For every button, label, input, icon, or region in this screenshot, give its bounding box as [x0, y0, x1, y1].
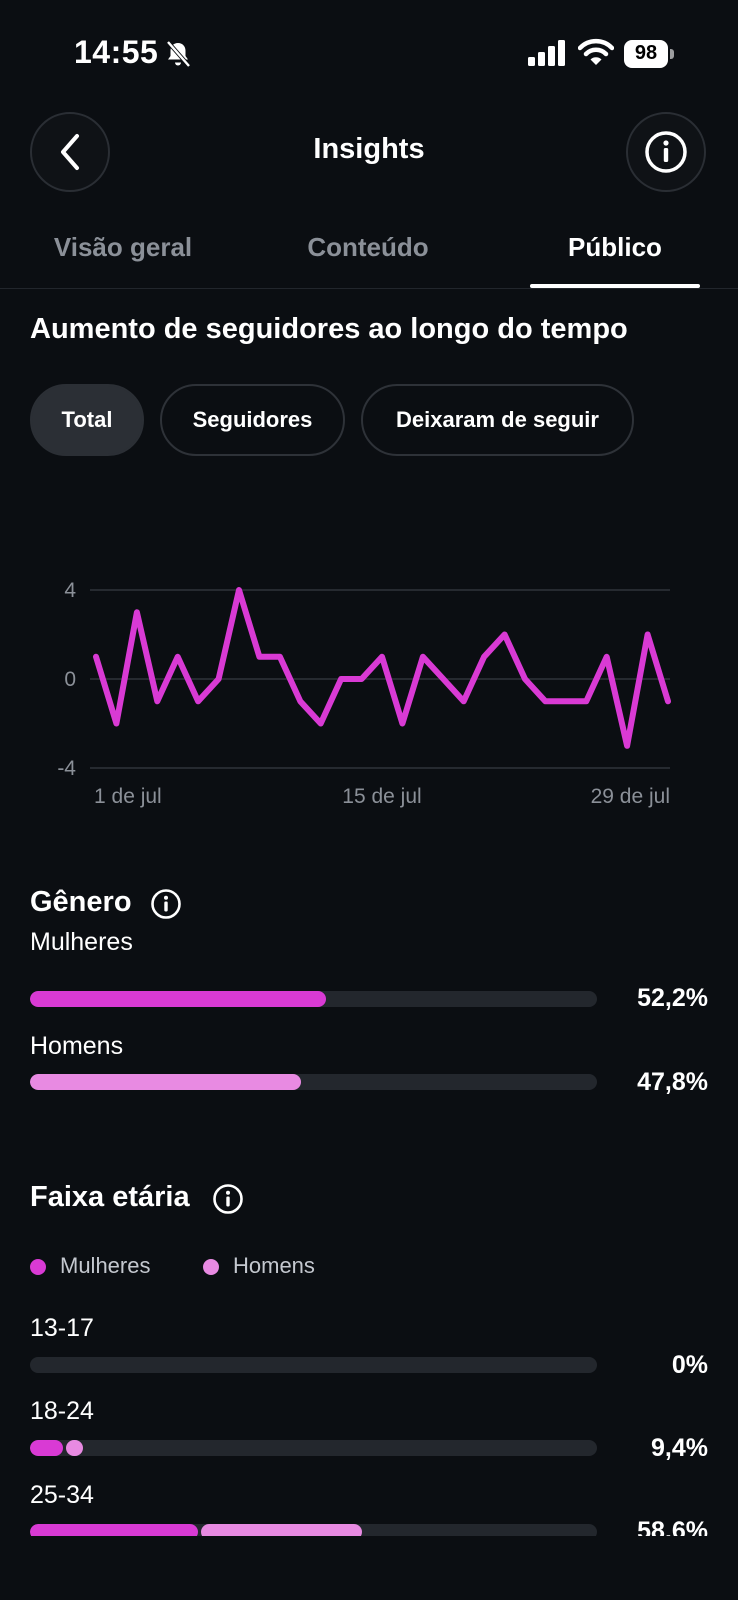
legend-label-men: Homens	[233, 1253, 315, 1278]
gender-bar-men	[30, 1074, 597, 1090]
gender-label-women: Mulheres	[30, 928, 133, 956]
followers-line-chart: 4 0 -4 1 de jul 15 de jul 29 de jul	[57, 579, 671, 808]
age-label-18-24: 18-24	[30, 1397, 94, 1425]
x-tick-label: 15 de jul	[342, 785, 421, 808]
chip-followers[interactable]: Seguidores	[160, 384, 345, 456]
back-button[interactable]	[30, 112, 110, 192]
age-section-title: Faixa etária	[30, 1181, 190, 1213]
gender-fill-men	[30, 1074, 302, 1090]
legend-label-women: Mulheres	[60, 1253, 151, 1278]
x-tick-label: 29 de jul	[591, 785, 670, 808]
legend-dot-men	[203, 1259, 219, 1275]
gender-section-title: Gênero	[30, 886, 132, 918]
cellular-signal-icon	[528, 40, 565, 66]
page-title: Insights	[313, 133, 425, 165]
wifi-icon	[578, 38, 614, 65]
series-line-total	[93, 587, 671, 749]
age-value-13-17: 0%	[671, 1351, 708, 1379]
gender-fill-women	[30, 991, 326, 1007]
chevron-left-icon	[61, 134, 79, 170]
gender-bar-women	[30, 991, 597, 1007]
age-fill-women-25-34	[30, 1524, 199, 1536]
age-fill-men-18-24	[65, 1440, 84, 1456]
age-value-25-34: 58,6%	[637, 1517, 708, 1536]
info-button[interactable]	[626, 112, 706, 192]
age-bar-18-24	[30, 1440, 597, 1456]
age-value-18-24: 9,4%	[651, 1434, 708, 1462]
y-tick-label: -4	[57, 757, 76, 780]
age-info-icon[interactable]	[212, 1183, 244, 1215]
tab-overview[interactable]: Visão geral	[53, 232, 193, 262]
chip-unfollows[interactable]: Deixaram de seguir	[361, 384, 634, 456]
info-icon	[645, 131, 687, 173]
gender-value-women: 52,2%	[637, 984, 708, 1012]
chip-total[interactable]: Total	[30, 384, 144, 456]
age-fill-women-18-24	[30, 1440, 63, 1456]
x-tick-label: 1 de jul	[94, 785, 162, 808]
age-label-13-17: 13-17	[30, 1314, 94, 1342]
status-time: 14:55	[74, 34, 159, 70]
age-label-25-34: 25-34	[30, 1481, 94, 1509]
battery-level: 98	[634, 42, 658, 64]
gender-info-icon[interactable]	[150, 888, 182, 920]
legend-dot-women	[30, 1259, 46, 1275]
age-bar-25-34	[30, 1524, 597, 1536]
y-tick-label: 0	[64, 668, 76, 691]
bell-muted-icon	[166, 40, 191, 68]
age-bar-13-17	[30, 1357, 597, 1373]
growth-section-title: Aumento de seguidores ao longo do tempo	[30, 313, 628, 345]
age-fill-men-25-34	[201, 1524, 363, 1536]
battery-indicator: 98	[624, 40, 674, 68]
tab-active-indicator	[530, 284, 700, 288]
tab-divider	[0, 288, 738, 289]
gender-label-men: Homens	[30, 1032, 124, 1060]
y-tick-label: 4	[64, 579, 76, 602]
tab-content[interactable]: Conteúdo	[307, 232, 429, 262]
tab-audience[interactable]: Público	[568, 232, 662, 262]
gender-value-men: 47,8%	[637, 1068, 708, 1096]
age-row-clip: 58,6%	[0, 1500, 738, 1536]
